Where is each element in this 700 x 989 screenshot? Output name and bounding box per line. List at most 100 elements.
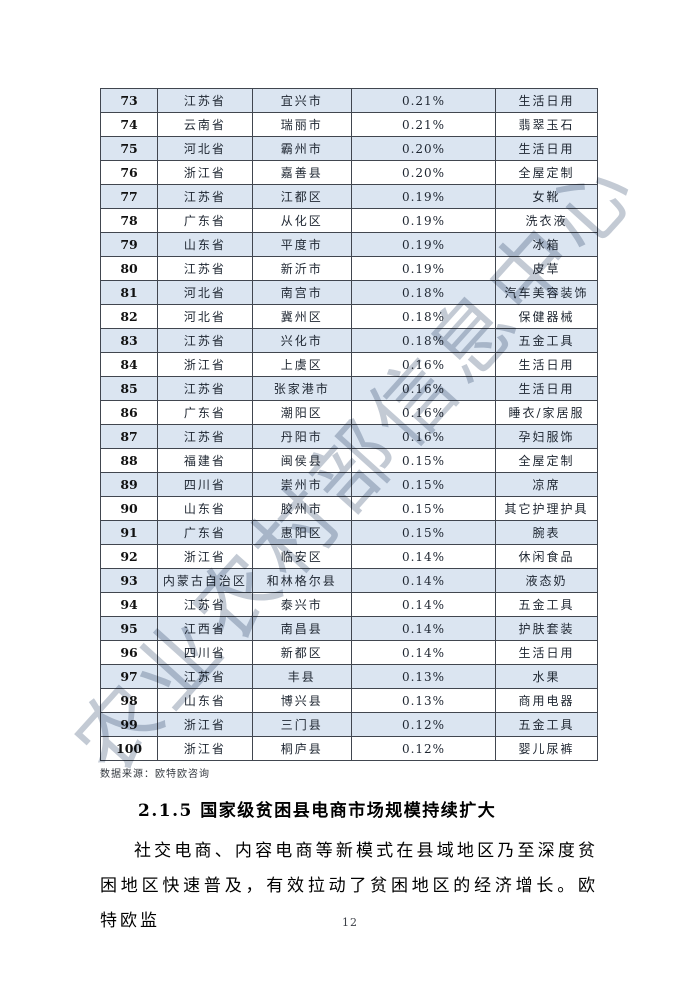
- table-cell-province: 四川省: [157, 640, 253, 665]
- table-cell-share: 0.21%: [350, 112, 497, 137]
- table-cell-province: 浙江省: [157, 544, 253, 569]
- table-row: 79 山东省 平度市 0.19% 冰箱: [99, 232, 598, 257]
- table-cell-share: 0.20%: [350, 160, 497, 185]
- content-column: 73 江苏省 宜兴市 0.21% 生活日用 74 云南省 瑞丽市 0.21% 翡翠玉石 75 河北省霸…: [99, 88, 598, 939]
- table-row: 86 广东省 潮阳区 0.16% 睡衣/家居服: [99, 400, 598, 425]
- table-cell-city: 崇州市: [251, 472, 352, 497]
- table-cell-city: 丰县: [251, 664, 352, 689]
- table-cell-province: 江苏省: [157, 88, 253, 113]
- table-cell-rank: 95: [99, 616, 159, 641]
- table-cell-rank: 85: [99, 376, 159, 401]
- table-cell-category: 翡翠玉石: [495, 112, 598, 137]
- table-cell-city: 三门县: [251, 712, 352, 737]
- table-cell-province: 江苏省: [157, 256, 253, 281]
- table-cell-province: 江苏省: [157, 184, 253, 209]
- table-cell-category: 休闲食品: [495, 544, 598, 569]
- table-cell-rank: 74: [99, 112, 159, 137]
- table-cell-rank: 97: [99, 664, 159, 689]
- table-cell-share: 0.21%: [350, 88, 497, 113]
- table-cell-share: 0.14%: [350, 568, 497, 593]
- table-row: 98 山东省 博兴县 0.13% 商用电器: [99, 688, 598, 713]
- table-cell-category: 生活日用: [495, 88, 598, 113]
- table-cell-rank: 90: [99, 496, 159, 521]
- table-cell-province: 江苏省: [157, 592, 253, 617]
- table-cell-category: 皮草: [495, 256, 598, 281]
- table-cell-category: 生活日用: [495, 136, 598, 161]
- table-cell-share: 0.16%: [350, 424, 497, 449]
- table-cell-category: 全屋定制: [495, 448, 598, 473]
- table-cell-category: 全屋定制: [495, 160, 598, 185]
- table-cell-province: 江苏省: [157, 664, 253, 689]
- table-cell-rank: 87: [99, 424, 159, 449]
- table-cell-city: 从化区: [251, 208, 352, 233]
- table-cell-category: 汽车美容装饰: [495, 280, 598, 305]
- table-cell-category: 五金工具: [495, 328, 598, 353]
- table-row: 88 福建省 闽侯县 0.15% 全屋定制: [99, 448, 598, 473]
- ranking-table-body: 73 江苏省 宜兴市 0.21% 生活日用 74 云南省 瑞丽市 0.21% 翡翠玉石 75 河北省霸…: [99, 88, 598, 761]
- table-cell-rank: 93: [99, 568, 159, 593]
- table-cell-share: 0.15%: [350, 496, 497, 521]
- data-source-note: 数据来源：欧特欧咨询: [100, 769, 210, 780]
- table-cell-rank: 96: [99, 640, 159, 665]
- table-cell-share: 0.20%: [350, 136, 497, 161]
- table-cell-city: 南宫市: [251, 280, 352, 305]
- table-cell-city: 博兴县: [251, 688, 352, 713]
- table-row: 87 江苏省 丹阳市 0.16% 孕妇服饰: [99, 424, 598, 449]
- table-cell-rank: 99: [99, 712, 159, 737]
- table-cell-province: 浙江省: [157, 736, 253, 761]
- table-cell-city: 丹阳市: [251, 424, 352, 449]
- table-row: 75 河北省 霸州市 0.20% 生活日用: [99, 136, 598, 161]
- table-cell-rank: 81: [99, 280, 159, 305]
- table-cell-city: 惠阳区: [251, 520, 352, 545]
- table-cell-category: 腕表: [495, 520, 598, 545]
- table-cell-city: 瑞丽市: [251, 112, 352, 137]
- table-cell-province: 广东省: [157, 400, 253, 425]
- table-cell-rank: 83: [99, 328, 159, 353]
- page-number: 12: [342, 916, 358, 929]
- table-cell-category: 女靴: [495, 184, 598, 209]
- table-row: 84 浙江省 上虞区 0.16% 生活日用: [99, 352, 598, 377]
- table-cell-share: 0.15%: [350, 448, 497, 473]
- table-cell-rank: 78: [99, 208, 159, 233]
- table-cell-city: 兴化市: [251, 328, 352, 353]
- table-cell-category: 五金工具: [495, 712, 598, 737]
- table-cell-rank: 91: [99, 520, 159, 545]
- table-row: 95 江西省 南昌县 0.14% 护肤套装: [99, 616, 598, 641]
- table-cell-category: 生活日用: [495, 352, 598, 377]
- table-cell-rank: 76: [99, 160, 159, 185]
- table-cell-category: 生活日用: [495, 640, 598, 665]
- table-row: 100 浙江省 桐庐县 0.12% 婴儿尿裤: [99, 736, 598, 761]
- table-row: 90 山东省 胶州市 0.15% 其它护理护具: [99, 496, 598, 521]
- table-cell-category: 凉席: [495, 472, 598, 497]
- table-cell-province: 江西省: [157, 616, 253, 641]
- table-cell-category: 洗衣液: [495, 208, 598, 233]
- table-cell-share: 0.18%: [350, 328, 497, 353]
- table-cell-share: 0.14%: [350, 640, 497, 665]
- table-row: 77 江苏省 江都区 0.19% 女靴: [99, 184, 598, 209]
- table-cell-province: 山东省: [157, 496, 253, 521]
- table-cell-share: 0.19%: [350, 208, 497, 233]
- table-row: 92 浙江省 临安区 0.14% 休闲食品: [99, 544, 598, 569]
- table-cell-category: 其它护理护具: [495, 496, 598, 521]
- table-cell-province: 江苏省: [157, 376, 253, 401]
- table-cell-share: 0.15%: [350, 520, 497, 545]
- table-cell-city: 和林格尔县: [251, 568, 352, 593]
- table-cell-province: 河北省: [157, 136, 253, 161]
- table-row: 96 四川省 新都区 0.14% 生活日用: [99, 640, 598, 665]
- table-cell-rank: 92: [99, 544, 159, 569]
- table-cell-city: 嘉善县: [251, 160, 352, 185]
- table-cell-category: 婴儿尿裤: [495, 736, 598, 761]
- table-cell-city: 桐庐县: [251, 736, 352, 761]
- table-cell-share: 0.19%: [350, 184, 497, 209]
- table-cell-category: 液态奶: [495, 568, 598, 593]
- table-cell-category: 五金工具: [495, 592, 598, 617]
- table-cell-city: 江都区: [251, 184, 352, 209]
- table-cell-category: 睡衣/家居服: [495, 400, 598, 425]
- table-cell-rank: 98: [99, 688, 159, 713]
- table-cell-category: 保健器械: [495, 304, 598, 329]
- table-cell-province: 江苏省: [157, 424, 253, 449]
- table-cell-city: 平度市: [251, 232, 352, 257]
- table-cell-city: 南昌县: [251, 616, 352, 641]
- table-cell-rank: 86: [99, 400, 159, 425]
